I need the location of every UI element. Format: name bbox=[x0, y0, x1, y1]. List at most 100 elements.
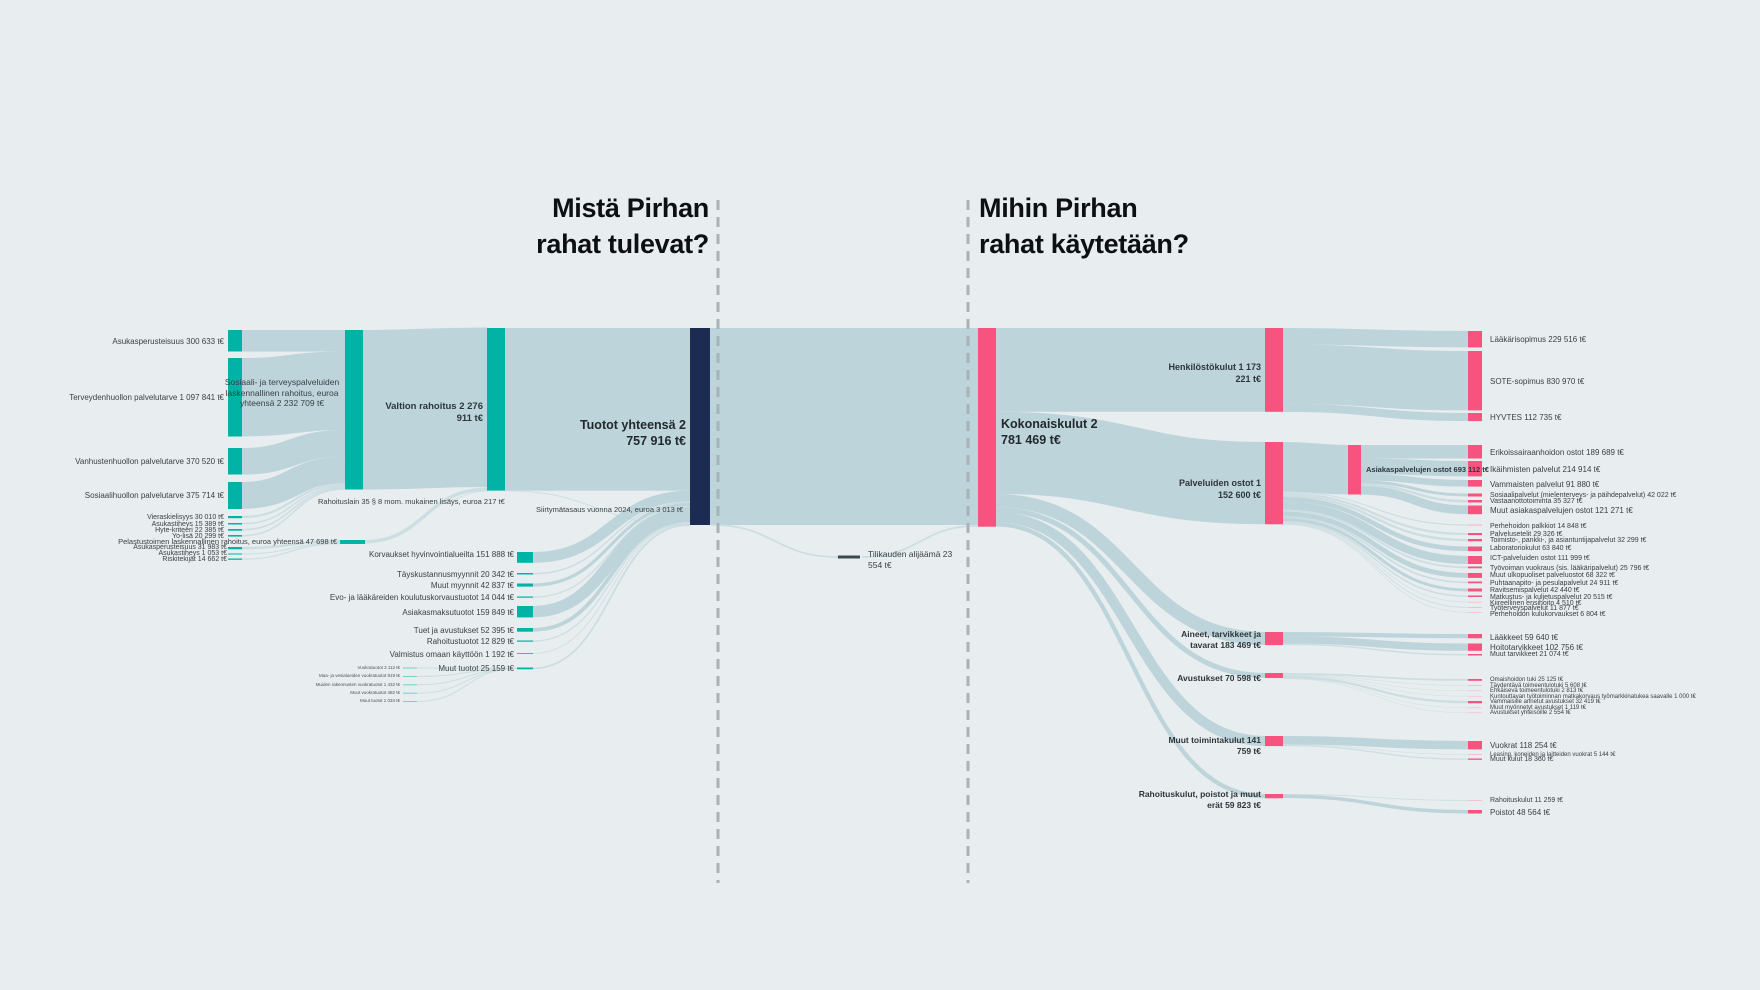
label-vuokrat: Vuokrat 118 254 t€ bbox=[1490, 741, 1557, 750]
node-muut-ulkopuoliset-palveluostot bbox=[1468, 573, 1482, 578]
node-toimistopalvelut bbox=[1468, 539, 1482, 542]
label-rahoituslain-lisays: Rahoituslain 35 § 8 mom. mukainen lisäys… bbox=[318, 496, 505, 506]
label-siirtymatasaus: Siirtymätasaus vuonna 2024, euroa 3 013 … bbox=[536, 504, 684, 514]
node-ehkaiseva-toimeentulotuki bbox=[1468, 690, 1482, 692]
node-sote-laskennallinen-rahoitus bbox=[345, 330, 363, 490]
label-sote-sopimus: SOTE-sopimus 830 970 t€ bbox=[1490, 376, 1585, 386]
node-evo-koulutuskorvaustuotot bbox=[517, 596, 533, 598]
node-sosiaalihuollon-palvelutarve bbox=[228, 482, 242, 509]
node-vastaanottotoiminta bbox=[1468, 500, 1482, 503]
label-laboratoriokulut: Laboratoriokulut 63 840 t€ bbox=[1490, 545, 1572, 552]
label-pel-riskitekijat: Riskitekijät 14 662 t€ bbox=[162, 555, 227, 563]
label-asukasperusteisuus: Asukasperusteisuus 300 633 t€ bbox=[112, 336, 224, 346]
node-muut-tuotot bbox=[517, 667, 533, 670]
node-tuet-ja-avustukset bbox=[517, 628, 533, 632]
node-hoitotarvikkeet bbox=[1468, 643, 1482, 651]
label-perhehoidon-palkkiot: Perhehoidon palkkiot 14 848 t€ bbox=[1490, 522, 1587, 530]
label-pel-asukasperusteisuus: Asukasperusteisuus 31 983 t€ bbox=[133, 544, 227, 551]
label-omaishoidon-tuki: Omaishoidon tuki 25 125 t€ bbox=[1490, 677, 1564, 683]
node-laakarisopimus bbox=[1468, 331, 1482, 348]
label-sosiaalihuollon-palvelutarve: Sosiaalihuollon palvelutarve 375 714 t€ bbox=[84, 491, 224, 500]
label-avustukset-yhteisoille: Avustukset yhteisöille 2 554 t€ bbox=[1490, 710, 1571, 716]
node-tayskustannusmyynnit bbox=[517, 573, 533, 575]
label-sote-laskennallinen: Sosiaali- ja terveyspalveluiden laskenna… bbox=[224, 377, 340, 409]
label-ikaihmisten-palvelut: Ikäihmisten palvelut 214 914 t€ bbox=[1490, 465, 1601, 474]
node-henkilostokulut bbox=[1265, 328, 1283, 412]
node-tiny-4 bbox=[403, 692, 417, 694]
label-matkustuspalvelut: Matkustus- ja kuljetuspalvelut 20 515 t€ bbox=[1490, 593, 1613, 601]
label-perhehoidon-kulukorvaukset: Perhehoidon kulukorvaukset 6 804 t€ bbox=[1490, 610, 1606, 618]
label-vastaanottotoiminta: Vastaanottotoiminta 35 327 t€ bbox=[1490, 498, 1583, 505]
node-muut-myynnit bbox=[517, 583, 533, 587]
node-avustukset bbox=[1265, 673, 1283, 678]
label-evo-koulutuskorvaustuotot: Evo- ja lääkäreiden koulutuskorvaustuoto… bbox=[329, 593, 514, 602]
label-pel-asukastiheys: Asukastiheys 1 053 t€ bbox=[158, 550, 228, 557]
node-palvelusetelit bbox=[1468, 533, 1482, 536]
label-valtion-rahoitus: Valtion rahoitus 2 276 911 t€ bbox=[385, 401, 483, 425]
label-erikoissairaanhoidon-ostot: Erikoissairaanhoidon ostot 189 689 t€ bbox=[1490, 448, 1624, 457]
node-erikoissairaanhoidon-ostot bbox=[1468, 445, 1482, 459]
node-tyoterveyspalvelut bbox=[1468, 607, 1482, 608]
node-tiny-3 bbox=[403, 684, 417, 686]
separators bbox=[716, 200, 970, 883]
node-tiny-1 bbox=[403, 667, 417, 669]
label-rahoituskulut: Rahoituskulut 11 259 t€ bbox=[1490, 797, 1564, 804]
node-sosiaalipalvelut bbox=[1468, 493, 1482, 497]
node-tiny-5 bbox=[403, 701, 417, 702]
label-vammaisten-palvelut: Vammaisten palvelut 91 880 t€ bbox=[1490, 480, 1600, 489]
node-valmistus-omaan-kayttoon bbox=[517, 653, 533, 654]
label-palvelusetelit: Palvelusetelit 29 326 t€ bbox=[1490, 530, 1563, 538]
label-palveluiden-ostot: Palveluiden ostot 1 152 600 t€ bbox=[1178, 478, 1261, 500]
label-henkilostokulut: Henkilöstökulut 1 173 221 t€ bbox=[1168, 362, 1261, 384]
heading-right: Mihin Pirhan rahat käytetään? bbox=[979, 193, 1189, 260]
node-asiakaspalvelujen-ostot bbox=[1348, 445, 1361, 495]
label-hyte-kriteeri: Hyte-kriteeri 22 385 t€ bbox=[155, 526, 224, 534]
label-tyoterveyspalvelut: Työterveyspalvelut 11 877 t€ bbox=[1490, 605, 1579, 612]
label-vieraskielisyys: Vieraskielisyys 30 010 t€ bbox=[147, 514, 224, 521]
node-pel-asukasperusteisuus bbox=[228, 547, 242, 550]
label-korvaukset-hyvinvointialueilta: Korvaukset hyvinvointialueilta 151 888 t… bbox=[369, 550, 514, 559]
node-leasing bbox=[1468, 754, 1482, 755]
node-asiakasmaksutuotot bbox=[517, 606, 533, 618]
node-kokonaiskulut bbox=[978, 328, 996, 527]
label-tayskustannusmyynnit: Täyskustannusmyynnit 20 342 t€ bbox=[397, 570, 514, 579]
node-poistot bbox=[1468, 810, 1482, 814]
node-tuotot-yhteensa bbox=[690, 328, 710, 525]
label-ict-palveluiden-ostot: ICT-palveluiden ostot 111 999 t€ bbox=[1490, 554, 1590, 562]
label-leasing: Leasing, koneiden ja laitteiden vuokrat … bbox=[1490, 751, 1616, 758]
label-asukastiheys: Asukastiheys 15 389 t€ bbox=[151, 520, 224, 528]
node-vammaisten-palvelut bbox=[1468, 480, 1482, 487]
node-kiireellinen-ensihoito bbox=[1468, 601, 1482, 603]
node-vammaisille-avustukset bbox=[1468, 701, 1482, 704]
node-yo-lisa bbox=[228, 535, 242, 537]
node-terveydenhuollon-palvelutarve bbox=[228, 358, 242, 437]
label-muut-kulut: Muut kulut 18 360 t€ bbox=[1490, 756, 1554, 763]
label-muut-tuotot: Muut tuotot 25 159 t€ bbox=[438, 664, 514, 673]
node-tiny-2 bbox=[403, 676, 417, 677]
node-laboratoriokulut bbox=[1468, 546, 1482, 552]
node-muut-myonnetyt-avustukset bbox=[1468, 707, 1482, 709]
label-kiireellinen-ensihoito: Kiireellinen ensihoito 4 510 t€ bbox=[1490, 599, 1582, 607]
label-rahoitustuotot: Rahoitustuotot 12 829 t€ bbox=[426, 637, 514, 646]
node-asukasperusteisuus bbox=[228, 330, 242, 352]
label-asiakaspalvelujen-ostot: Asiakaspalvelujen ostot 693 112 t€ bbox=[1366, 465, 1489, 474]
label-vanhustenhuollon-palvelutarve: Vanhustenhuollon palvelutarve 370 520 t€ bbox=[75, 457, 224, 466]
node-pelastustoimen-rahoitus bbox=[340, 540, 365, 544]
node-matkustuspalvelut bbox=[1468, 595, 1482, 597]
node-perhehoidon-palkkiot bbox=[1468, 524, 1482, 526]
node-asukastiheys bbox=[228, 523, 242, 525]
node-hyvtes bbox=[1468, 413, 1482, 422]
label-vammaisille-avustukset: Vammaisille annetut avustukset 32 419 t€ bbox=[1490, 699, 1601, 705]
label-tiny-2: Maa- ja vesialueiden vuokratuotot 919 t€ bbox=[318, 673, 400, 678]
node-pel-riskitekijat bbox=[228, 558, 242, 560]
node-perhehoidon-kulukorvaukset bbox=[1468, 612, 1482, 613]
label-kokonaiskulut: Kokonaiskulut 2 781 469 t€ bbox=[1001, 417, 1098, 448]
label-sosiaalipalvelut: Sosiaalipalvelut (mielenterveys- ja päih… bbox=[1490, 491, 1677, 499]
label-tyovoiman-vuokraus: Työvoiman vuokraus (sis. lääkäripalvelut… bbox=[1490, 564, 1650, 572]
label-ehkaiseva-toimeentulotuki: Ehkäisevä toimeentulotuki 2 813 t€ bbox=[1490, 688, 1584, 694]
node-muut-kulut bbox=[1468, 758, 1482, 760]
node-rahoituskulut bbox=[1468, 800, 1482, 801]
label-ravitsemispalvelut: Ravitsemispalvelut 42 440 t€ bbox=[1490, 586, 1580, 594]
